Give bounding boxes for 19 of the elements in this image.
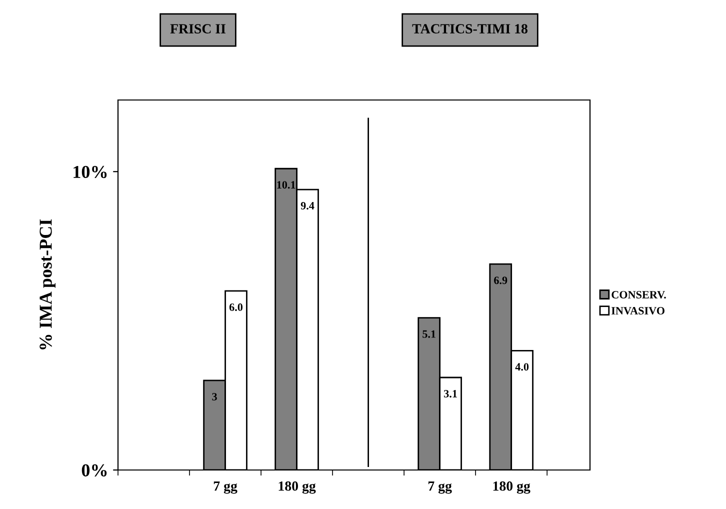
legend-label: INVASIVO bbox=[611, 307, 664, 315]
text: FRISC II bbox=[170, 24, 226, 34]
x-tick-label: 7 gg bbox=[214, 482, 238, 494]
data-label: 3.1 bbox=[444, 390, 457, 398]
x-tick-label: 7 gg bbox=[428, 482, 452, 494]
x-tick-label: 180 gg bbox=[278, 481, 316, 494]
y-tick-label: 0% bbox=[82, 464, 107, 476]
data-label: 10.1 bbox=[277, 181, 296, 189]
x-tick-label: 180 gg bbox=[493, 481, 530, 494]
data-label: 9.4 bbox=[300, 202, 314, 210]
data-label: 6.9 bbox=[494, 276, 508, 284]
text: TACTICS-TIMI 18 bbox=[412, 24, 528, 34]
data-label: 4.0 bbox=[515, 363, 529, 371]
data-label: 3 bbox=[212, 392, 217, 400]
data-label: 6.0 bbox=[229, 303, 243, 311]
data-label: 5.1 bbox=[422, 330, 436, 338]
y-tick-label: 10% bbox=[74, 166, 107, 178]
legend-label: CONSERV. bbox=[612, 291, 666, 299]
y-axis-title: % IMA post-PCI bbox=[40, 219, 56, 350]
